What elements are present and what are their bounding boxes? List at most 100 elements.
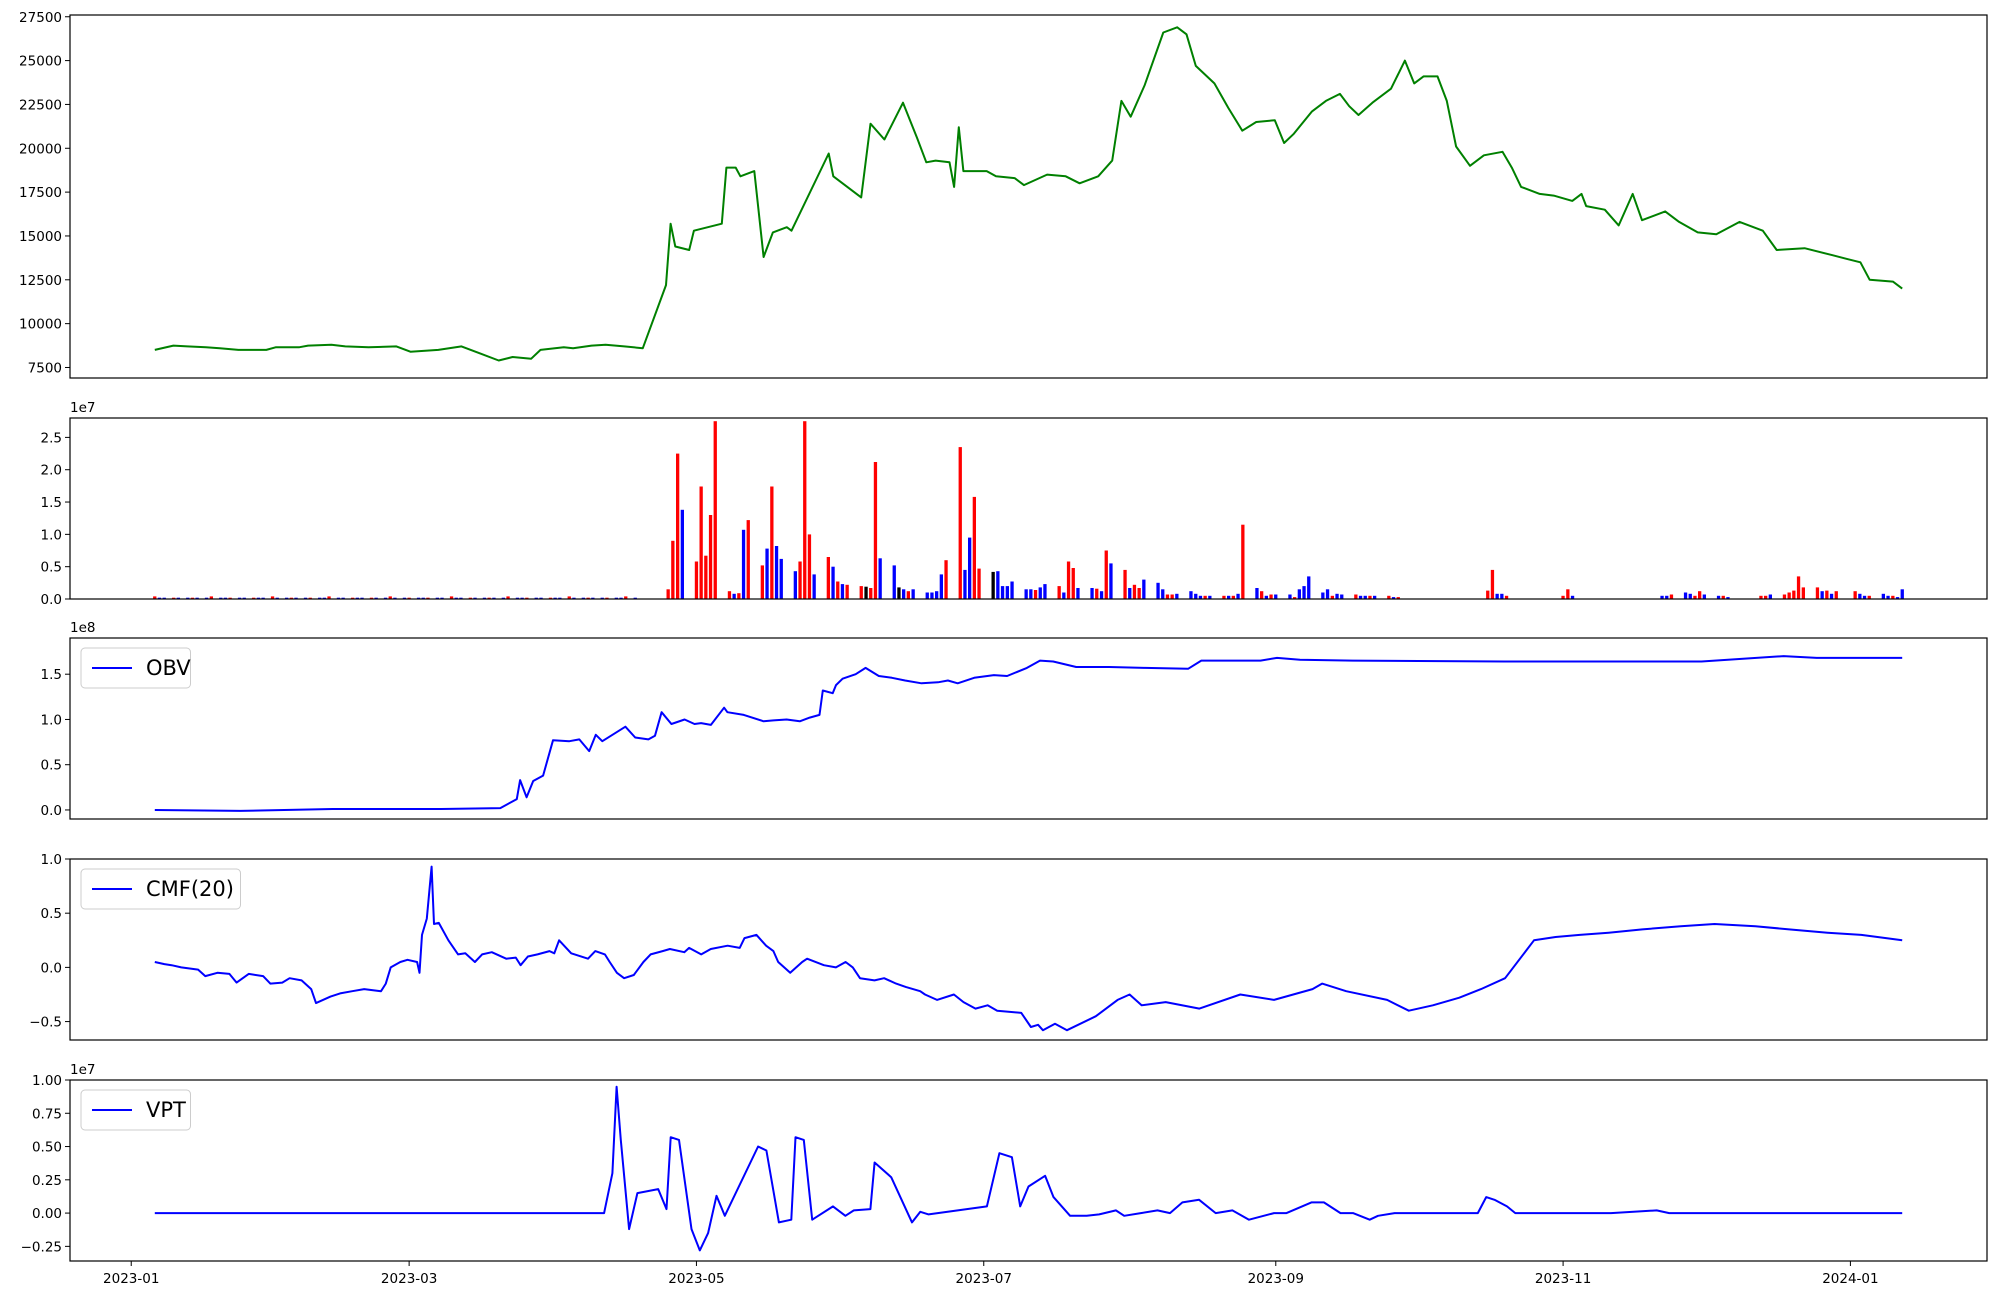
- price-ytick-label: 10000: [19, 317, 62, 333]
- volume-plot-frame: [69, 417, 1988, 600]
- volume-bar: [459, 597, 463, 599]
- volume-bar: [1665, 595, 1669, 599]
- price-ytick-label: 27500: [19, 10, 62, 26]
- volume-bar: [760, 565, 764, 599]
- volume-bar: [237, 597, 242, 599]
- volume-bar: [1900, 589, 1904, 599]
- x-axis-tick-label: 2023-09: [1248, 1271, 1304, 1287]
- volume-bar: [1203, 595, 1207, 599]
- volume-bar: [539, 597, 543, 599]
- volume-bar: [440, 597, 444, 599]
- obv-ytick-label: 1.5: [41, 667, 62, 683]
- volume-bar: [1175, 593, 1179, 599]
- volume-bar: [897, 587, 901, 599]
- volume-bar: [944, 560, 948, 599]
- volume-bar: [1858, 593, 1862, 599]
- volume-bar: [991, 571, 995, 599]
- volume-bar: [186, 597, 190, 599]
- volume-bar: [1391, 597, 1396, 599]
- cmf-panel: −0.5 0.0 0.5 1.0 CMF(20): [29, 852, 1988, 1041]
- cmf-plot-frame: [69, 858, 1988, 1041]
- volume-bar: [1853, 591, 1857, 599]
- volume-ytick-label: 0.5: [41, 560, 62, 576]
- volume-bar: [1721, 595, 1725, 599]
- volume-bar: [1222, 595, 1226, 599]
- volume-bar: [482, 597, 487, 599]
- volume-bar: [1198, 595, 1203, 599]
- volume-bar: [1759, 595, 1763, 599]
- volume-bar: [454, 597, 458, 599]
- vpt-legend-box: [80, 1089, 191, 1131]
- volume-bar: [261, 597, 265, 599]
- volume-bar: [619, 597, 623, 599]
- volume-bar: [270, 596, 275, 599]
- volume-bar: [1208, 595, 1212, 599]
- volume-offset-label: 1e7: [70, 400, 95, 416]
- volume-bar: [1264, 595, 1268, 599]
- volume-bar: [1057, 586, 1061, 599]
- volume-bar: [1024, 589, 1028, 599]
- volume-bar: [704, 555, 708, 599]
- volume-bar: [968, 537, 972, 599]
- volume-bar: [798, 561, 802, 599]
- volume-bar: [1561, 595, 1565, 599]
- x-axis-tick-label: 2023-01: [103, 1271, 159, 1287]
- volume-bar: [1570, 595, 1575, 599]
- volume-bar: [1260, 591, 1264, 599]
- volume-bar: [1387, 595, 1391, 599]
- volume-bar: [1829, 593, 1834, 599]
- vpt-ytick-label: 1.00: [32, 1073, 62, 1089]
- volume-bar: [1123, 569, 1127, 599]
- volume-bar: [393, 597, 397, 599]
- price-ytick-label: 17500: [19, 185, 62, 201]
- volume-bar: [1269, 594, 1273, 599]
- volume-bar: [1099, 591, 1104, 599]
- volume-bar: [774, 546, 779, 599]
- volume-bar: [1076, 588, 1080, 599]
- cmf-legend-box: [80, 868, 241, 910]
- volume-bar: [1669, 594, 1674, 599]
- cmf-ytick-label: 0.0: [41, 960, 62, 976]
- volume-bar: [228, 597, 232, 599]
- vpt-legend: VPT: [80, 1089, 191, 1131]
- vpt-series-line: [154, 1085, 1903, 1252]
- volume-bar: [1495, 593, 1499, 599]
- volume-bar: [812, 574, 816, 599]
- volume-bar: [1066, 561, 1071, 599]
- volume-ytick-label: 1.5: [41, 495, 62, 511]
- volume-bar: [1726, 597, 1730, 599]
- volume-bar: [402, 597, 407, 599]
- vpt-ytick-label: 0.75: [32, 1106, 62, 1122]
- volume-bar: [421, 597, 425, 599]
- volume-bar: [996, 571, 1000, 599]
- volume-bar: [355, 597, 359, 599]
- volume-bar: [322, 597, 326, 599]
- volume-bar: [1109, 563, 1113, 599]
- obv-panel: 0.0 0.5 1.0 1.5 1e8 OBV: [41, 620, 1988, 820]
- volume-bar: [770, 486, 774, 599]
- volume-bar: [859, 586, 863, 599]
- volume-bar: [1891, 595, 1895, 599]
- volume-bar: [666, 589, 670, 599]
- obv-plot-frame: [69, 637, 1988, 820]
- vpt-ytick-label: 0.50: [32, 1140, 62, 1156]
- volume-bar: [1255, 588, 1259, 599]
- volume-bar: [1716, 595, 1721, 599]
- obv-legend-box: [80, 647, 191, 689]
- volume-bar: [586, 597, 590, 599]
- price-panel: 7500 10000 12500 15000 17500 20000 22500 25000 2…: [19, 10, 1988, 379]
- cmf-ytick-label: 0.5: [41, 906, 62, 922]
- price-plot-frame: [69, 14, 1988, 379]
- volume-bar: [1043, 584, 1047, 599]
- x-axis-tick-label: 2023-11: [1535, 1271, 1591, 1287]
- volume-bar: [1137, 588, 1141, 599]
- price-ytick-label: 25000: [19, 54, 62, 70]
- volume-bar: [591, 597, 595, 599]
- volume-bar: [520, 597, 524, 599]
- cmf-ytick-label: −0.5: [29, 1015, 62, 1031]
- volume-bar: [732, 593, 736, 599]
- volume-bar: [1815, 587, 1820, 599]
- volume-bar: [633, 597, 637, 599]
- volume-bar: [958, 447, 962, 599]
